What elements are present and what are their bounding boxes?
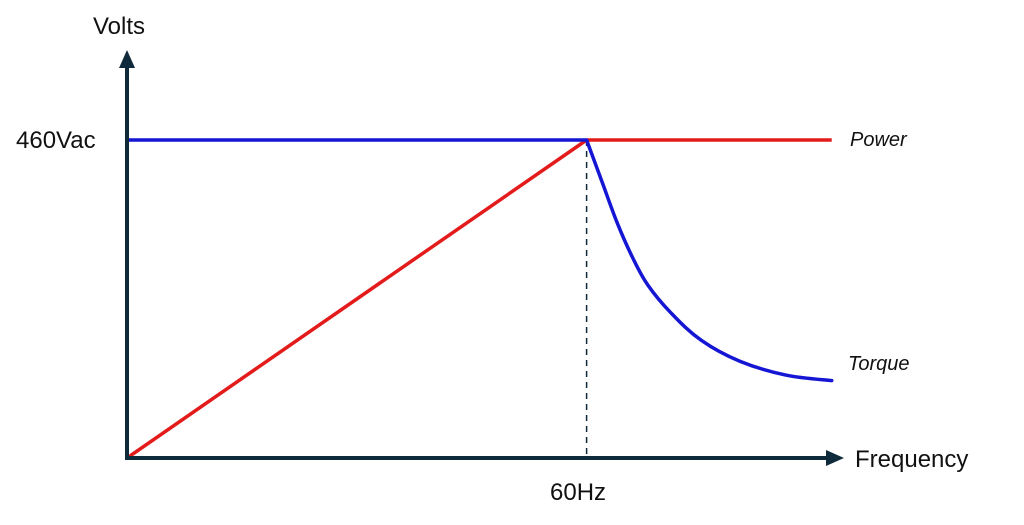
x-tick-label: 60Hz (550, 479, 606, 506)
y-tick-label: 460Vac (16, 127, 96, 154)
y-axis-label: Volts (93, 13, 145, 40)
y-axis-arrow (119, 50, 135, 68)
series-label-torque: Torque (848, 353, 910, 375)
x-axis-label: Frequency (855, 446, 968, 473)
series-label-power: Power (850, 129, 908, 151)
x-axis-arrow (826, 450, 844, 466)
series-power-line (126, 138, 832, 460)
series-torque-line (125, 138, 834, 383)
